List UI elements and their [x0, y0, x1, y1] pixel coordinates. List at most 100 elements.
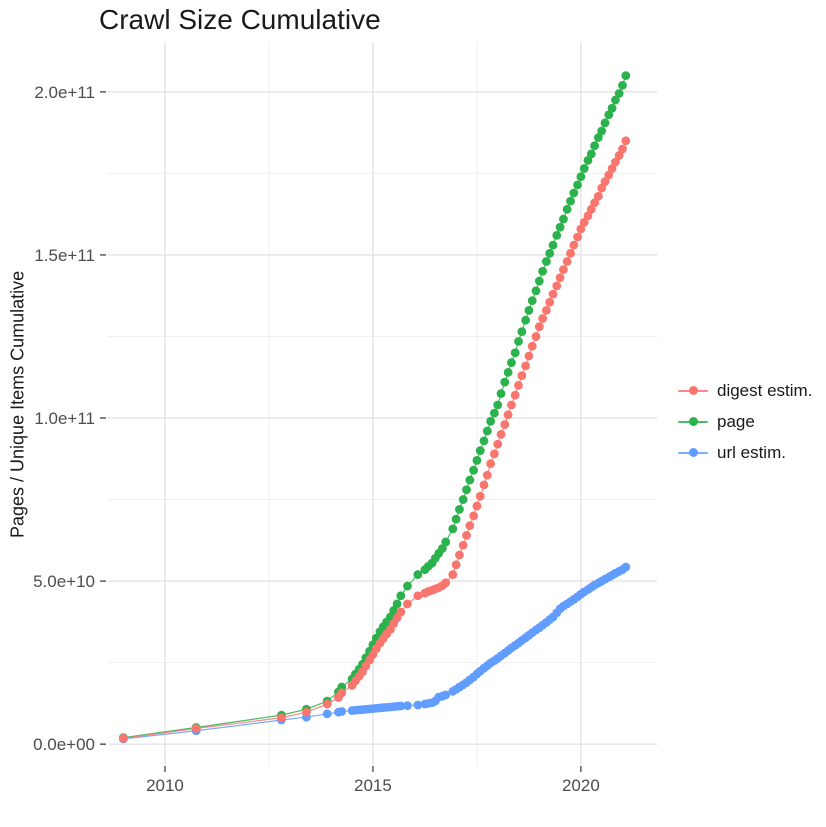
x-tick-label: 2015: [354, 776, 392, 795]
data-point-page: [472, 456, 482, 465]
data-point-digest: [493, 439, 503, 449]
data-point-url: [322, 709, 332, 719]
axis-tick-marks: [100, 91, 582, 772]
legend-dot-icon: [688, 417, 698, 426]
x-tick-label: 2020: [562, 776, 600, 795]
legend-label-page: page: [717, 411, 755, 431]
data-point-page: [437, 544, 447, 553]
data-point-digest: [482, 470, 492, 480]
data-point-digest: [555, 273, 565, 283]
data-point-page: [538, 266, 548, 276]
data-point-digest: [479, 480, 489, 490]
data-point-digest: [455, 550, 464, 560]
data-point-page: [475, 446, 485, 456]
data-point-page: [590, 141, 600, 151]
data-point-digest: [462, 531, 471, 540]
data-point-digest: [611, 157, 620, 167]
data-point-digest: [566, 248, 575, 258]
data-point-page: [607, 103, 617, 113]
data-point-page: [548, 240, 558, 250]
data-point-digest: [600, 177, 610, 186]
data-point-page: [500, 377, 510, 387]
data-point-digest: [531, 332, 541, 341]
data-point-digest: [465, 521, 475, 531]
data-point-digest: [527, 341, 537, 351]
data-point-page: [566, 196, 575, 206]
data-point-url: [441, 690, 451, 700]
plot-title: Crawl Size Cumulative: [99, 4, 381, 35]
data-point-page: [441, 537, 451, 547]
data-point-page: [527, 296, 537, 306]
data-point-page: [458, 495, 468, 504]
data-point-page: [586, 149, 596, 159]
data-point-page: [534, 276, 544, 286]
data-point-page: [448, 524, 458, 534]
data-point-page: [552, 230, 562, 240]
gridlines-minor: [108, 42, 657, 766]
data-point-page: [451, 514, 461, 524]
data-point-digest: [517, 371, 527, 381]
data-point-page: [514, 336, 523, 346]
data-point-page: [517, 327, 527, 336]
data-point-page: [614, 89, 624, 98]
data-point-page: [583, 155, 593, 165]
data-point-digest: [472, 501, 482, 511]
gridlines-major: [108, 42, 657, 766]
data-point-page: [545, 248, 555, 258]
data-point-page: [496, 389, 506, 398]
data-point-digest: [451, 560, 461, 570]
data-point-page: [479, 436, 489, 446]
data-point-digest: [538, 314, 548, 323]
data-point-page: [521, 315, 530, 325]
data-point-url: [396, 701, 406, 711]
data-point-page: [555, 222, 565, 232]
data-point-digest: [573, 232, 582, 242]
y-tick-label: 2.0e+11: [34, 83, 95, 102]
data-point-page: [403, 581, 412, 591]
data-point-page: [489, 408, 499, 418]
data-point-digest: [541, 306, 551, 315]
y-axis-title: Pages / Unique Items Cumulative: [7, 270, 28, 538]
data-point-digest: [597, 183, 607, 193]
data-point-digest: [322, 699, 332, 709]
data-point-page: [541, 257, 551, 266]
series-digest: [118, 136, 631, 743]
data-point-url: [413, 700, 423, 710]
data-point-page: [621, 71, 631, 80]
data-point-page: [531, 286, 541, 296]
data-point-digest: [500, 420, 510, 429]
data-point-digest: [413, 591, 423, 601]
legend-label-digest: digest estim.: [717, 380, 813, 400]
legend-item-digest-estim: digest estim.: [678, 375, 812, 406]
data-point-digest: [618, 144, 627, 154]
data-point-page: [569, 188, 579, 198]
data-point-digest: [514, 381, 523, 390]
data-point-digest: [489, 449, 499, 459]
data-point-page: [573, 180, 582, 190]
data-point-page: [604, 110, 614, 120]
data-point-digest: [524, 351, 534, 361]
data-point-digest: [448, 570, 458, 579]
legend-key-url: [678, 444, 708, 462]
data-point-page: [597, 126, 607, 136]
data-point-digest: [583, 211, 593, 221]
data-point-digest: [548, 289, 558, 299]
series-page: [118, 71, 631, 743]
data-point-page: [389, 606, 399, 615]
data-point-page: [576, 172, 586, 182]
data-point-digest: [496, 429, 506, 439]
data-point-url: [621, 562, 631, 572]
data-point-digest: [486, 459, 496, 469]
data-point-digest: [191, 724, 201, 733]
y-tick-label: 1.0e+11: [34, 409, 95, 428]
data-point-page: [462, 485, 471, 495]
legend: digest estim. page url estim.: [678, 375, 812, 468]
legend-key-page: [678, 413, 708, 431]
data-point-digest: [118, 733, 128, 743]
data-point-digest: [403, 599, 412, 609]
data-point-page: [392, 599, 402, 609]
data-point-page: [618, 80, 627, 90]
data-point-page: [524, 306, 534, 315]
legend-dot-icon: [688, 448, 698, 457]
